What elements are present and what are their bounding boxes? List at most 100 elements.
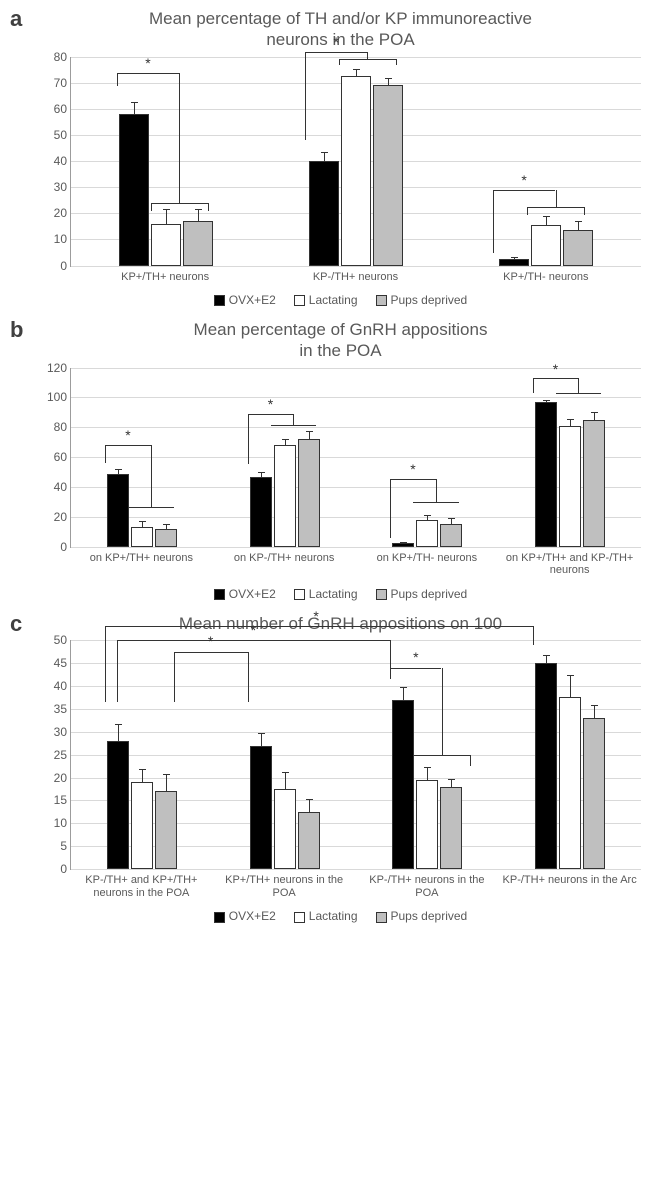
legend-item: Lactating xyxy=(294,293,358,307)
x-labels: on KP+/TH+ neuronson KP-/TH+ neuronson K… xyxy=(70,552,641,577)
plot-b: 020406080100120 * * * * xyxy=(70,368,641,548)
y-tick: 0 xyxy=(60,862,71,876)
y-tick: 100 xyxy=(47,390,71,404)
bar xyxy=(559,426,581,547)
y-tick: 5 xyxy=(60,839,71,853)
plot-a: 01020304050607080 * * * xyxy=(70,57,641,267)
y-tick: 20 xyxy=(54,771,71,785)
y-tick: 50 xyxy=(54,128,71,142)
legend-item: Lactating xyxy=(294,587,358,601)
legend-item: OVX+E2 xyxy=(214,293,276,307)
bar-groups xyxy=(71,368,641,547)
bar xyxy=(107,741,129,869)
bar xyxy=(583,420,605,547)
bar xyxy=(107,474,129,547)
x-label: on KP+/TH+ neurons xyxy=(70,552,213,577)
y-tick: 10 xyxy=(54,816,71,830)
legend: OVX+E2 Lactating Pups deprived xyxy=(40,587,641,601)
bar xyxy=(250,746,272,870)
y-tick: 45 xyxy=(54,656,71,670)
bar xyxy=(309,161,339,266)
x-label: KP+/TH+ neurons in the POA xyxy=(213,874,356,899)
x-labels: KP-/TH+ and KP+/TH+ neurons in the POAKP… xyxy=(70,874,641,899)
bar xyxy=(499,259,529,266)
panel-a: a Mean percentage of TH and/or KP immunor… xyxy=(0,0,653,311)
bar xyxy=(183,221,213,265)
chart-title-c: Mean number of GnRH appositions on 100 xyxy=(40,613,641,634)
bar xyxy=(151,224,181,266)
panel-label-b: b xyxy=(10,317,23,343)
bar xyxy=(298,812,320,869)
y-tick: 25 xyxy=(54,748,71,762)
panel-b: b Mean percentage of GnRH appositionsin t… xyxy=(0,311,653,605)
bar xyxy=(583,718,605,869)
bar xyxy=(250,477,272,547)
plot-c: 05101520253035404550 * * * * xyxy=(70,640,641,870)
bar-group xyxy=(261,57,451,266)
bar xyxy=(392,700,414,869)
y-tick: 60 xyxy=(54,450,71,464)
x-label: KP-/TH+ neurons in the POA xyxy=(356,874,499,899)
bar-group xyxy=(499,368,642,547)
legend-item: Pups deprived xyxy=(376,587,468,601)
y-tick: 10 xyxy=(54,232,71,246)
panel-label-c: c xyxy=(10,611,22,637)
y-tick: 80 xyxy=(54,50,71,64)
bar xyxy=(559,697,581,869)
bar-group xyxy=(356,368,499,547)
y-tick: 30 xyxy=(54,180,71,194)
bar xyxy=(274,789,296,869)
legend-item: Pups deprived xyxy=(376,293,468,307)
x-label: on KP+/TH+ and KP-/TH+ neurons xyxy=(498,552,641,577)
y-tick: 30 xyxy=(54,725,71,739)
y-tick: 60 xyxy=(54,102,71,116)
bar-group xyxy=(71,640,214,869)
y-tick: 0 xyxy=(60,540,71,554)
y-tick: 35 xyxy=(54,702,71,716)
bar xyxy=(274,445,296,546)
y-tick: 50 xyxy=(54,633,71,647)
legend-item: Lactating xyxy=(294,909,358,923)
panel-c: c Mean number of GnRH appositions on 100 0… xyxy=(0,605,653,928)
bar xyxy=(416,780,438,869)
panel-label-a: a xyxy=(10,6,22,32)
x-label: KP+/TH+ neurons xyxy=(70,271,260,284)
bar xyxy=(155,791,177,869)
x-label: on KP+/TH- neurons xyxy=(356,552,499,577)
bar xyxy=(535,663,557,869)
y-tick: 20 xyxy=(54,510,71,524)
y-tick: 120 xyxy=(47,361,71,375)
bar xyxy=(119,114,149,266)
legend-item: OVX+E2 xyxy=(214,587,276,601)
y-tick: 40 xyxy=(54,480,71,494)
x-labels: KP+/TH+ neuronsKP-/TH+ neuronsKP+/TH- ne… xyxy=(70,271,641,284)
bar xyxy=(531,225,561,265)
bar xyxy=(440,787,462,869)
y-tick: 80 xyxy=(54,420,71,434)
bar-group xyxy=(71,57,261,266)
bar xyxy=(440,524,462,546)
y-tick: 15 xyxy=(54,793,71,807)
bar xyxy=(131,782,153,869)
y-tick: 40 xyxy=(54,154,71,168)
bar xyxy=(341,76,371,265)
x-label: on KP-/TH+ neurons xyxy=(213,552,356,577)
y-tick: 20 xyxy=(54,206,71,220)
y-tick: 70 xyxy=(54,76,71,90)
x-label: KP-/TH+ neurons in the Arc xyxy=(498,874,641,899)
legend: OVX+E2 Lactating Pups deprived xyxy=(40,909,641,923)
bar-group xyxy=(499,640,642,869)
bar-groups xyxy=(71,57,641,266)
legend-item: OVX+E2 xyxy=(214,909,276,923)
bar-group xyxy=(214,640,357,869)
bar-group xyxy=(451,57,641,266)
bar xyxy=(131,527,153,546)
chart-title-b: Mean percentage of GnRH appositionsin th… xyxy=(40,319,641,362)
bar xyxy=(298,439,320,546)
legend-item: Pups deprived xyxy=(376,909,468,923)
bar xyxy=(563,230,593,265)
x-label: KP-/TH+ neurons xyxy=(260,271,450,284)
chart-title-a: Mean percentage of TH and/or KP immunore… xyxy=(40,8,641,51)
y-tick: 0 xyxy=(60,259,71,273)
bar-group xyxy=(71,368,214,547)
